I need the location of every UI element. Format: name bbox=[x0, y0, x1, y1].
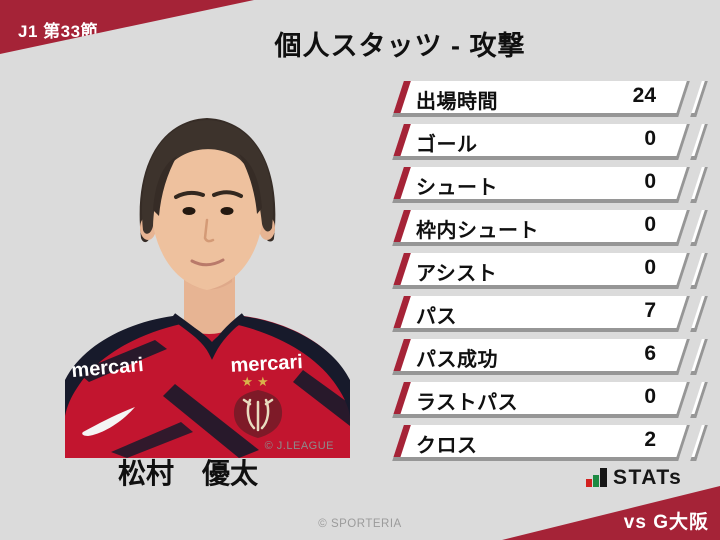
crest-stars: ★★ bbox=[241, 374, 272, 389]
player-portrait-illustration: mercari mercari ★★ bbox=[65, 118, 350, 458]
stat-value: 0 bbox=[644, 170, 656, 193]
stat-bar-slash-decoration bbox=[690, 296, 708, 332]
stat-bar-slash-decoration bbox=[690, 81, 708, 117]
sporteria-credit: © SPORTERIA bbox=[318, 518, 402, 530]
jersey-sponsor-right: mercari bbox=[230, 351, 303, 377]
stat-bar-accent-stripe bbox=[393, 425, 411, 457]
stat-label: アシスト bbox=[416, 263, 498, 285]
stat-value: 24 bbox=[632, 84, 656, 107]
stat-row: 枠内シュート 0 bbox=[392, 210, 708, 246]
stat-label: 出場時間 bbox=[416, 91, 498, 113]
stat-row: ゴール 0 bbox=[392, 124, 708, 160]
stat-value: 2 bbox=[644, 428, 656, 451]
stat-row: クロス 2 bbox=[392, 425, 708, 461]
stat-label: 枠内シュート bbox=[416, 220, 539, 242]
stats-brand-logo: STATs bbox=[586, 466, 683, 489]
stat-bar-slash-decoration bbox=[690, 339, 708, 375]
stat-bar-accent-stripe bbox=[393, 253, 411, 285]
stat-bar-accent-stripe bbox=[393, 167, 411, 199]
stat-label: パス bbox=[416, 306, 457, 328]
bar-chart-icon bbox=[586, 468, 607, 488]
stat-row: パス 7 bbox=[392, 296, 708, 332]
stat-label: シュート bbox=[416, 177, 498, 199]
page-title: 個人スタッツ - 攻撃 bbox=[274, 31, 526, 61]
stat-row: ラストパス 0 bbox=[392, 382, 708, 418]
stat-value: 0 bbox=[644, 385, 656, 408]
stat-value: 0 bbox=[644, 213, 656, 236]
stat-bar-accent-stripe bbox=[393, 81, 411, 113]
opponent-label: vs G大阪 bbox=[623, 512, 709, 533]
stat-bar-slash-decoration bbox=[690, 167, 708, 203]
stats-brand-text: STATs bbox=[613, 466, 683, 489]
stat-row: アシスト 0 bbox=[392, 253, 708, 289]
stat-bar-slash-decoration bbox=[690, 425, 708, 461]
stat-label: ゴール bbox=[416, 134, 478, 156]
stat-label: クロス bbox=[416, 435, 478, 457]
stat-value: 0 bbox=[644, 127, 656, 150]
stat-bar-slash-decoration bbox=[690, 253, 708, 289]
stat-bar-slash-decoration bbox=[690, 124, 708, 160]
stat-bar-slash-decoration bbox=[690, 382, 708, 418]
stat-bar-accent-stripe bbox=[393, 210, 411, 242]
stat-row: パス成功 6 bbox=[392, 339, 708, 375]
stat-bar-slash-decoration bbox=[690, 210, 708, 246]
stat-label: ラストパス bbox=[416, 392, 519, 414]
photo-credit: © J.LEAGUE bbox=[264, 440, 334, 452]
stat-bar-accent-stripe bbox=[393, 382, 411, 414]
stat-value: 0 bbox=[644, 256, 656, 279]
stat-value: 7 bbox=[644, 299, 656, 322]
stat-row: シュート 0 bbox=[392, 167, 708, 203]
round-badge-label: J1 第33節 bbox=[18, 22, 99, 41]
stat-bar-accent-stripe bbox=[393, 124, 411, 156]
stat-bar-accent-stripe bbox=[393, 339, 411, 371]
player-photo: mercari mercari ★★ © J.LEAGUE bbox=[55, 70, 360, 458]
stat-row: 出場時間 24 bbox=[392, 81, 708, 117]
opponent-wedge: vs G大阪 bbox=[502, 486, 720, 540]
stat-value: 6 bbox=[644, 342, 656, 365]
stat-label: パス成功 bbox=[416, 349, 498, 371]
stats-list: 出場時間 24 ゴール 0 シュート 0 枠内シュート 0 bbox=[392, 81, 708, 468]
player-name: 松村 優太 bbox=[117, 458, 258, 489]
stat-bar-accent-stripe bbox=[393, 296, 411, 328]
